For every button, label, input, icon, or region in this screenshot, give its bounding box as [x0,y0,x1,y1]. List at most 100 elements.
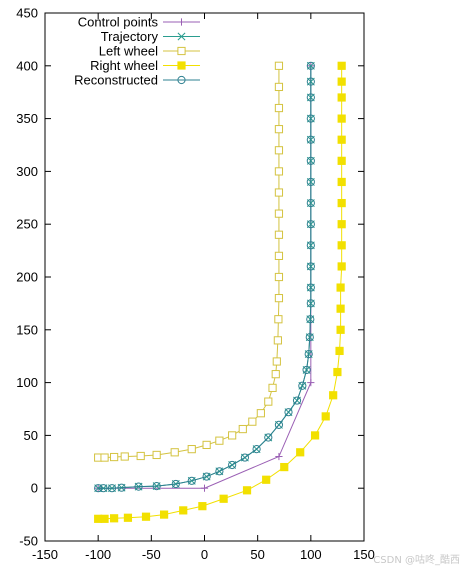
legend-label: Trajectory [101,29,159,44]
data-point [117,483,126,492]
data-point [99,484,108,493]
data-point [306,220,315,229]
data-point [215,467,224,476]
legend-entry-trajectory: Trajectory [101,29,200,44]
x-tick-label: 150 [353,547,375,562]
legend-marker [177,32,186,41]
data-point [298,381,307,390]
data-point [187,445,196,454]
y-tick-label: 100 [16,375,38,390]
data-point [159,510,169,519]
data-point [280,462,289,472]
data-point [305,333,314,342]
series-layer [94,61,346,523]
data-point [264,397,273,406]
data-point [110,514,119,523]
data-point [202,472,211,481]
data-point [274,103,284,113]
data-point [337,93,346,102]
plot-frame [44,12,365,542]
data-point [306,77,315,86]
data-point [242,486,252,495]
y-tick-label: 300 [16,164,38,179]
data-point [100,453,109,462]
data-point [321,412,330,421]
data-point [274,209,284,218]
data-point [306,114,315,123]
data-point [274,294,284,303]
data-point [292,396,302,405]
data-point [306,315,315,324]
data-point [110,452,119,462]
data-point [248,417,257,426]
data-point [100,514,109,523]
data-point [273,336,282,345]
data-point [141,512,151,521]
data-point [179,506,188,515]
data-point [306,156,315,165]
data-point [240,453,250,462]
x-tick-label: -50 [142,547,161,562]
series-line-right-wheel [98,65,343,520]
legend-entry-control-points: Control points [78,15,200,30]
data-point [306,93,315,102]
data-point [274,82,284,92]
data-point [306,177,315,187]
series-line-reconstructed [98,65,312,489]
data-point [306,135,315,144]
data-point [337,262,346,271]
data-point [136,451,145,461]
data-point [306,198,315,208]
data-point [337,61,346,70]
data-point [274,230,284,239]
data-point [228,431,237,440]
data-point [275,452,283,461]
series-right-wheel [94,61,346,523]
legend-marker [177,61,186,70]
data-point [202,440,211,450]
data-point [304,349,313,359]
data-point [274,420,284,429]
y-tick-label: 200 [16,270,38,285]
data-point [264,433,273,442]
data-point [337,77,346,86]
data-point [228,460,237,470]
data-point [272,357,281,366]
data-point [306,241,315,250]
data-point [306,262,315,271]
data-point [200,484,209,492]
data-point [120,452,129,461]
data-point [302,365,311,375]
watermark-text: CSDN @咕咚_酷西 [373,555,460,566]
data-point [252,445,261,454]
data-point [307,379,315,387]
data-point [262,475,271,484]
data-point [336,304,345,313]
data-point [310,431,320,440]
data-point [152,481,161,491]
data-point [215,436,224,445]
y-tick-label: 450 [16,6,38,21]
legend-label: Right wheel [90,58,158,73]
x-tick-label: 100 [300,547,322,562]
legend-entry-reconstructed: Reconstructed [74,73,200,88]
legend-label: Control points [78,15,159,30]
series-left-wheel [94,61,284,462]
legend-label: Reconstructed [74,73,158,88]
legend-marker [177,75,186,85]
y-tick-label: 350 [16,111,38,126]
data-point [337,241,346,250]
data-point [337,220,346,229]
data-point [333,367,342,377]
x-tick-label: 0 [201,547,208,562]
y-tick-label: 250 [16,217,38,232]
legend-entry-left-wheel: Left wheel [99,44,200,59]
data-point [284,408,293,417]
data-point [274,315,283,324]
data-point [337,114,346,123]
data-point [306,299,315,308]
data-point [271,370,280,379]
data-point [198,502,207,511]
